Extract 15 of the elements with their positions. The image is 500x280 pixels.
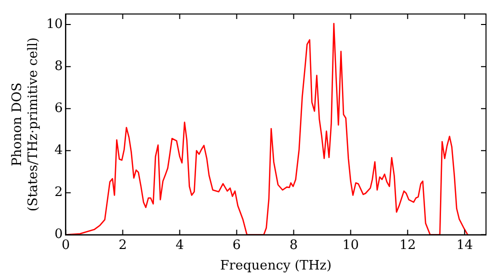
x-tick-label: 10 (342, 238, 359, 253)
y-tick-label: 4 (54, 143, 63, 158)
y-tick-label: 2 (54, 185, 63, 200)
x-tick-label: 4 (176, 238, 184, 253)
y-tick-label: 6 (54, 101, 63, 116)
x-tick-label: 14 (456, 238, 473, 253)
x-tick-label: 12 (399, 238, 416, 253)
x-axis-title: Frequency (THz) (220, 258, 332, 274)
y-tick-label: 8 (54, 58, 63, 74)
x-tick-label: 2 (118, 238, 127, 253)
y-tick-label: 0 (54, 227, 63, 242)
x-tick-label: 6 (232, 238, 241, 253)
y-tick-label: 10 (46, 16, 63, 32)
x-tick-label: 8 (290, 238, 298, 253)
y-axis-title: Phonon DOS (States/THz·primitive cell) (10, 37, 41, 212)
